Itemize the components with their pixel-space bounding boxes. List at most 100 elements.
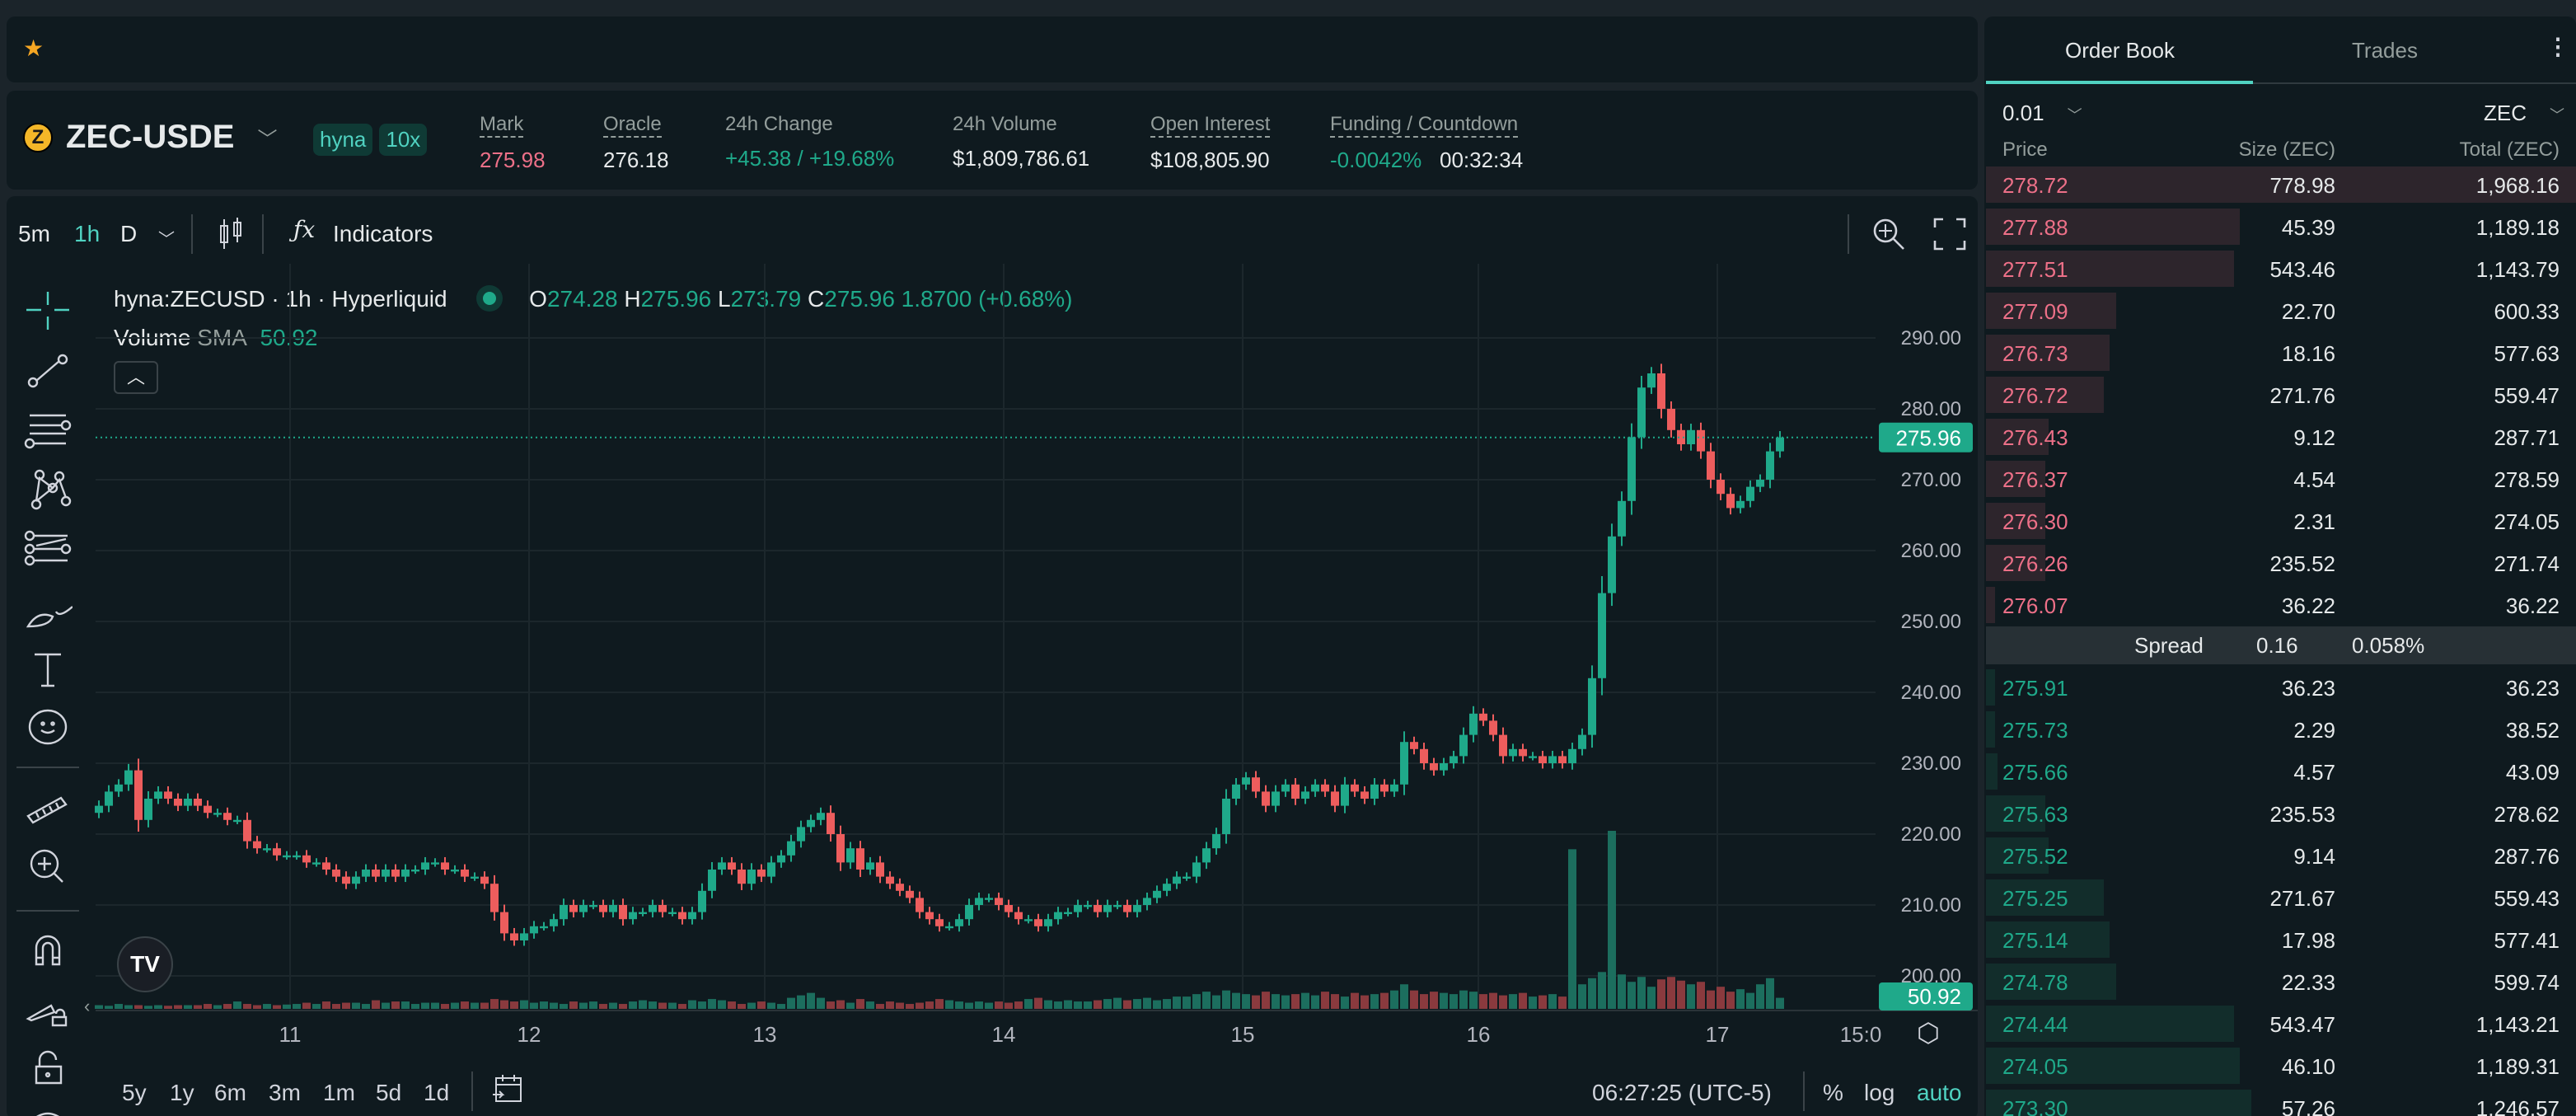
ask-row[interactable]: 277.09 22.70 600.33 bbox=[1986, 291, 2576, 331]
bid-row[interactable]: 275.73 2.29 38.52 bbox=[1986, 710, 2576, 749]
range-5d[interactable]: 5d bbox=[376, 1080, 402, 1105]
volume-bar bbox=[846, 1002, 855, 1009]
candle-body bbox=[1044, 919, 1052, 926]
range-1d[interactable]: 1d bbox=[424, 1080, 450, 1105]
row-total: 274.05 bbox=[2494, 509, 2560, 534]
projection-icon[interactable] bbox=[23, 528, 73, 570]
lock-drawings-icon[interactable] bbox=[23, 986, 73, 1029]
search-zoom-icon[interactable] bbox=[1871, 216, 1907, 258]
tab-order-book[interactable]: Order Book bbox=[2065, 38, 2175, 63]
range-6m[interactable]: 6m bbox=[214, 1080, 246, 1105]
volume-bar bbox=[1242, 994, 1250, 1009]
more-options-icon[interactable]: ⋮ bbox=[2546, 34, 2569, 59]
star-icon[interactable]: ★ bbox=[23, 35, 44, 61]
percent-toggle[interactable]: % bbox=[1823, 1080, 1843, 1105]
brush-icon[interactable] bbox=[23, 588, 73, 631]
bid-row[interactable]: 275.66 4.57 43.09 bbox=[1986, 752, 2576, 791]
row-size: 9.12 bbox=[2293, 425, 2335, 450]
leverage-badge[interactable]: 10x bbox=[379, 124, 428, 156]
crosshair-icon[interactable] bbox=[23, 288, 73, 331]
bid-row[interactable]: 273.30 57.26 1,246.57 bbox=[1986, 1088, 2576, 1116]
candle-body bbox=[639, 912, 647, 914]
ask-row[interactable]: 276.26 235.52 271.74 bbox=[1986, 543, 2576, 583]
volume-bar bbox=[312, 1004, 321, 1009]
bid-row[interactable]: 274.78 22.33 599.74 bbox=[1986, 962, 2576, 1001]
lock-icon[interactable] bbox=[23, 1047, 73, 1090]
fullscreen-icon[interactable] bbox=[1933, 218, 1966, 256]
ask-row[interactable]: 276.43 9.12 287.71 bbox=[1986, 417, 2576, 457]
volume-bar bbox=[1192, 994, 1201, 1009]
volume-bar bbox=[1588, 978, 1596, 1009]
volume-bar bbox=[461, 1001, 469, 1009]
interval-d[interactable]: D bbox=[120, 221, 138, 246]
candle-body bbox=[362, 870, 370, 877]
trend-line-icon[interactable] bbox=[23, 349, 73, 392]
range-5y[interactable]: 5y bbox=[122, 1080, 147, 1105]
bid-row[interactable]: 274.44 543.47 1,143.21 bbox=[1986, 1004, 2576, 1043]
ask-row[interactable]: 276.72 271.76 559.47 bbox=[1986, 375, 2576, 415]
bid-row[interactable]: 275.63 235.53 278.62 bbox=[1986, 794, 2576, 833]
range-1m[interactable]: 1m bbox=[323, 1080, 355, 1105]
magnet-icon[interactable] bbox=[23, 926, 73, 969]
volume-bar bbox=[975, 1001, 983, 1009]
bid-row[interactable]: 274.05 46.10 1,189.31 bbox=[1986, 1046, 2576, 1086]
row-price: 276.07 bbox=[2002, 593, 2068, 618]
indicators-button[interactable]: Indicators bbox=[333, 221, 433, 246]
volume-bar bbox=[1113, 997, 1122, 1009]
depth-bar bbox=[1986, 753, 1998, 790]
collapse-toolbar-icon[interactable]: ‹ bbox=[84, 996, 91, 1016]
tick-size-select[interactable]: 0.01 ﹀ bbox=[2002, 101, 2082, 125]
bid-row[interactable]: 275.25 271.67 559.43 bbox=[1986, 878, 2576, 917]
candle-body bbox=[1459, 734, 1468, 757]
bid-row[interactable]: 275.91 36.23 36.23 bbox=[1986, 668, 2576, 707]
ask-row[interactable]: 276.37 4.54 278.59 bbox=[1986, 459, 2576, 499]
axis-settings-icon[interactable]: ⬡ bbox=[1917, 1018, 1940, 1048]
text-icon[interactable] bbox=[23, 648, 73, 691]
volume-bar bbox=[1341, 996, 1349, 1009]
volume-bar bbox=[342, 1002, 350, 1009]
log-toggle[interactable]: log bbox=[1864, 1080, 1895, 1105]
zoom-in-icon[interactable] bbox=[23, 844, 73, 887]
tradingview-logo[interactable]: TV bbox=[117, 936, 173, 992]
volume-bar bbox=[293, 1004, 301, 1009]
candle-body bbox=[273, 848, 281, 856]
bid-row[interactable]: 275.14 17.98 577.41 bbox=[1986, 920, 2576, 959]
ask-row[interactable]: 276.07 36.22 36.22 bbox=[1986, 585, 2576, 625]
depth-bar bbox=[1986, 251, 2234, 287]
volume-bar bbox=[1183, 996, 1191, 1009]
ask-row[interactable]: 277.88 45.39 1,189.18 bbox=[1986, 207, 2576, 246]
row-size: 36.22 bbox=[2281, 593, 2335, 618]
chevron-down-icon[interactable]: ﹀ bbox=[158, 231, 175, 249]
ruler-icon[interactable] bbox=[23, 785, 73, 828]
bid-row[interactable]: 275.52 9.14 287.76 bbox=[1986, 836, 2576, 875]
pattern-icon[interactable] bbox=[23, 468, 73, 511]
volume-bar bbox=[1143, 997, 1151, 1009]
row-price: 277.51 bbox=[2002, 257, 2068, 282]
candle-body bbox=[1726, 494, 1735, 509]
function-icon[interactable]: ƒx bbox=[293, 216, 316, 243]
collapse-legend-button[interactable]: ︿ bbox=[114, 361, 158, 394]
volume-bar bbox=[1657, 979, 1665, 1009]
range-3m[interactable]: 3m bbox=[269, 1080, 301, 1105]
volume-bar bbox=[797, 995, 805, 1009]
tab-trades[interactable]: Trades bbox=[2352, 38, 2418, 63]
candle-type-icon[interactable] bbox=[216, 216, 246, 258]
clock-time[interactable]: 06:27:25 (UTC-5) bbox=[1592, 1080, 1772, 1105]
candle-body bbox=[194, 799, 202, 806]
market-selector[interactable]: Z ZEC-USDE ﹀ bbox=[23, 119, 277, 156]
fib-retracement-icon[interactable] bbox=[23, 409, 73, 452]
unit-select[interactable]: ZEC ﹀ bbox=[2484, 101, 2564, 125]
ask-row[interactable]: 278.72 778.98 1,968.16 bbox=[1986, 165, 2576, 204]
ask-row[interactable]: 276.30 2.31 274.05 bbox=[1986, 501, 2576, 541]
ask-row[interactable]: 276.73 18.16 577.63 bbox=[1986, 333, 2576, 373]
go-to-date-icon[interactable] bbox=[491, 1071, 524, 1110]
interval-5m[interactable]: 5m bbox=[18, 221, 50, 246]
range-1y[interactable]: 1y bbox=[170, 1080, 194, 1105]
volume-bar bbox=[1489, 992, 1497, 1009]
interval-1h[interactable]: 1h bbox=[74, 221, 101, 246]
auto-toggle[interactable]: auto bbox=[1917, 1080, 1962, 1105]
eye-icon[interactable] bbox=[23, 1104, 73, 1116]
ask-row[interactable]: 277.51 543.46 1,143.79 bbox=[1986, 249, 2576, 288]
emoji-icon[interactable] bbox=[23, 706, 73, 748]
